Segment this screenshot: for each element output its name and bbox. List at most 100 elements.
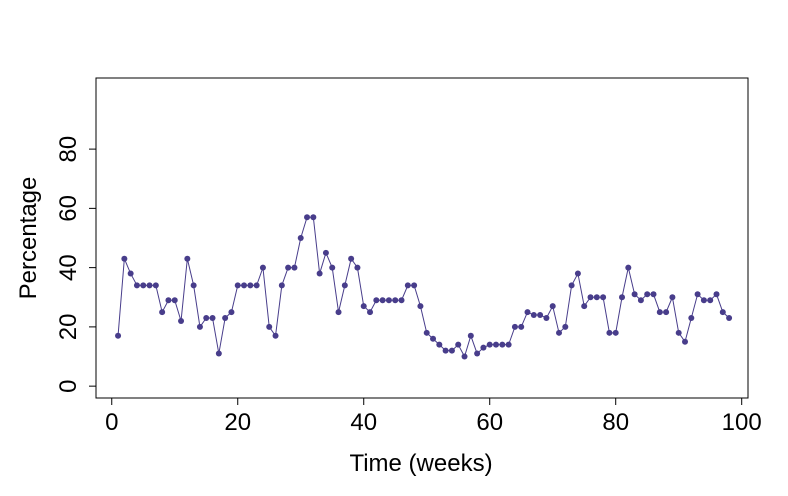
data-point	[637, 297, 644, 304]
data-point	[612, 329, 619, 336]
x-axis-title: Time (weeks)	[349, 450, 492, 477]
data-point	[574, 270, 581, 277]
data-point	[121, 255, 128, 262]
data-point	[316, 270, 323, 277]
data-point	[556, 329, 563, 336]
data-point	[253, 282, 260, 289]
data-point	[493, 341, 500, 348]
data-point	[486, 341, 493, 348]
data-point	[379, 297, 386, 304]
data-point	[593, 294, 600, 301]
data-point	[448, 347, 455, 354]
x-axis: 0 20 40 60 80 100	[105, 397, 762, 436]
data-point	[656, 309, 663, 316]
data-point	[625, 264, 632, 271]
data-point	[436, 341, 443, 348]
x-tick-label: 60	[476, 409, 503, 436]
data-point	[600, 294, 607, 301]
data-point	[247, 282, 254, 289]
data-point	[682, 338, 689, 345]
data-point	[499, 341, 506, 348]
series-line	[117, 216, 730, 358]
data-point	[209, 315, 216, 321]
x-tick-label: 80	[602, 409, 629, 436]
data-point	[688, 315, 695, 321]
data-point	[329, 264, 336, 271]
data-point	[228, 309, 235, 316]
data-point	[348, 255, 355, 262]
data-point	[392, 297, 399, 304]
data-point	[675, 329, 682, 336]
data-point	[430, 335, 437, 342]
data-point	[524, 309, 531, 316]
y-tick-label: 20	[55, 314, 82, 341]
data-point	[322, 249, 329, 256]
data-point	[285, 264, 292, 271]
data-point	[367, 309, 374, 316]
data-point	[518, 323, 525, 330]
y-axis: 0 20 40 60 80	[55, 136, 97, 393]
data-point	[606, 329, 613, 336]
data-point	[562, 323, 569, 330]
data-point	[417, 303, 424, 310]
data-point	[310, 214, 317, 221]
data-point	[196, 323, 203, 330]
y-tick-label: 80	[55, 136, 82, 163]
data-point	[455, 341, 462, 348]
data-point	[537, 312, 544, 319]
data-point	[171, 297, 178, 304]
data-point	[178, 317, 185, 324]
data-point	[505, 341, 512, 348]
data-point	[568, 282, 575, 289]
data-point	[127, 270, 134, 277]
data-point	[411, 282, 418, 289]
plot-frame	[95, 77, 749, 399]
data-point	[159, 309, 166, 316]
data-point	[304, 214, 311, 221]
data-point	[373, 297, 380, 304]
y-tick-label: 0	[55, 379, 82, 392]
data-point	[707, 297, 714, 304]
data-point	[215, 350, 222, 357]
data-point	[335, 309, 342, 316]
data-point	[663, 309, 670, 316]
data-point	[669, 294, 676, 301]
data-point	[543, 315, 550, 321]
y-axis-title: Percentage	[15, 177, 42, 300]
data-point	[442, 347, 449, 354]
data-point	[549, 303, 556, 310]
data-point	[241, 282, 248, 289]
x-tick-label: 20	[224, 409, 251, 436]
data-point	[222, 315, 229, 321]
data-point	[234, 282, 241, 289]
data-point	[360, 303, 367, 310]
data-point	[511, 323, 518, 330]
x-tick-label: 100	[722, 409, 762, 436]
data-point	[297, 235, 304, 241]
data-point	[726, 315, 733, 321]
series-layer	[115, 214, 733, 360]
data-point	[587, 294, 594, 301]
data-point	[341, 282, 348, 289]
data-point	[581, 303, 588, 310]
data-point	[631, 291, 638, 298]
data-point	[152, 282, 159, 289]
data-point	[291, 264, 298, 271]
data-point	[530, 312, 537, 319]
data-point	[165, 297, 172, 304]
data-point	[190, 282, 197, 289]
data-point	[146, 282, 153, 289]
data-point	[354, 264, 361, 271]
data-point	[423, 329, 430, 336]
data-point	[644, 291, 651, 298]
data-point	[619, 294, 626, 301]
data-point	[650, 291, 657, 298]
data-point	[467, 332, 474, 339]
data-point	[259, 264, 266, 271]
data-point	[398, 297, 405, 304]
data-point	[719, 309, 726, 316]
data-point	[184, 255, 191, 262]
data-point	[278, 282, 285, 289]
data-point	[266, 323, 273, 330]
